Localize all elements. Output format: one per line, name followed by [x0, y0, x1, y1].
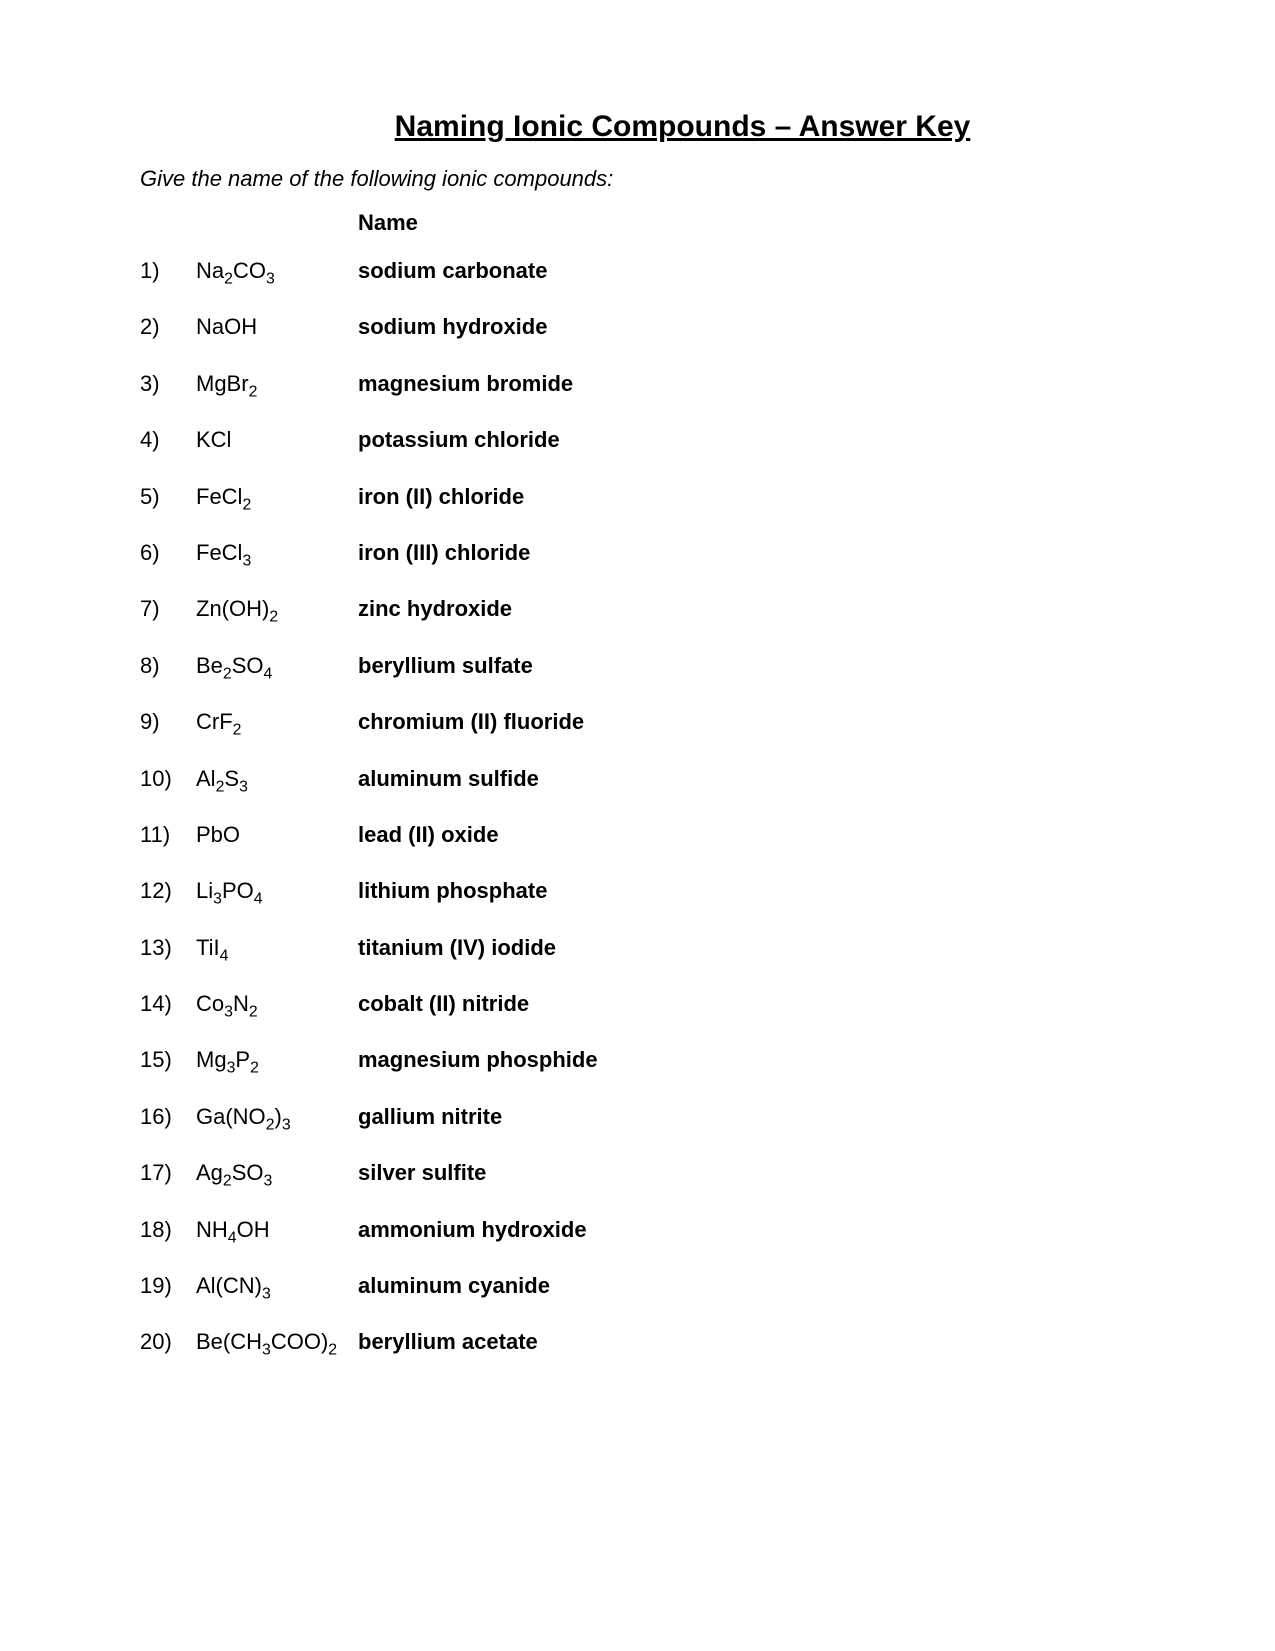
compound-name: iron (II) chloride — [358, 484, 524, 510]
chemical-formula: Zn(OH)2 — [196, 596, 358, 622]
row-number: 8) — [140, 653, 196, 679]
chemical-formula: Co3N2 — [196, 991, 358, 1017]
compound-row: 1)Na2CO3sodium carbonate — [140, 258, 1135, 284]
row-number: 1) — [140, 258, 196, 284]
chemical-formula: FeCl2 — [196, 484, 358, 510]
row-number: 10) — [140, 766, 196, 792]
row-number: 14) — [140, 991, 196, 1017]
page-title: Naming Ionic Compounds – Answer Key — [140, 110, 1135, 144]
chemical-formula: FeCl3 — [196, 540, 358, 566]
compound-name: beryllium sulfate — [358, 653, 533, 679]
row-number: 3) — [140, 371, 196, 397]
compound-name: ammonium hydroxide — [358, 1217, 587, 1243]
compound-name: aluminum sulfide — [358, 766, 539, 792]
row-number: 4) — [140, 427, 196, 453]
compound-row: 8)Be2SO4beryllium sulfate — [140, 653, 1135, 679]
compound-row: 6)FeCl3iron (III) chloride — [140, 540, 1135, 566]
compound-name: potassium chloride — [358, 427, 560, 453]
compound-name: sodium carbonate — [358, 258, 547, 284]
compound-name: magnesium phosphide — [358, 1047, 598, 1073]
worksheet-page: Naming Ionic Compounds – Answer Key Give… — [0, 0, 1275, 1651]
compound-row: 15)Mg3P2magnesium phosphide — [140, 1047, 1135, 1073]
compound-row: 17)Ag2SO3silver sulfite — [140, 1160, 1135, 1186]
chemical-formula: NaOH — [196, 314, 358, 340]
compound-row: 18)NH4OHammonium hydroxide — [140, 1217, 1135, 1243]
row-number: 16) — [140, 1104, 196, 1130]
row-number: 13) — [140, 935, 196, 961]
row-number: 5) — [140, 484, 196, 510]
compound-list: 1)Na2CO3sodium carbonate 2)NaOHsodium hyd… — [140, 258, 1135, 1356]
chemical-formula: NH4OH — [196, 1217, 358, 1243]
row-number: 15) — [140, 1047, 196, 1073]
chemical-formula: Na2CO3 — [196, 258, 358, 284]
row-number: 12) — [140, 878, 196, 904]
compound-row: 16)Ga(NO2)3gallium nitrite — [140, 1104, 1135, 1130]
compound-name: silver sulfite — [358, 1160, 486, 1186]
compound-row: 7)Zn(OH)2zinc hydroxide — [140, 596, 1135, 622]
row-number: 18) — [140, 1217, 196, 1243]
compound-row: 9)CrF2chromium (II) fluoride — [140, 709, 1135, 735]
chemical-formula: Al2S3 — [196, 766, 358, 792]
compound-row: 11)PbOlead (II) oxide — [140, 822, 1135, 848]
chemical-formula: Ga(NO2)3 — [196, 1104, 358, 1130]
name-column-header: Name — [140, 210, 1135, 236]
compound-name: cobalt (II) nitride — [358, 991, 529, 1017]
chemical-formula: KCl — [196, 427, 358, 453]
chemical-formula: MgBr2 — [196, 371, 358, 397]
chemical-formula: PbO — [196, 822, 358, 848]
compound-row: 5)FeCl2iron (II) chloride — [140, 484, 1135, 510]
chemical-formula: Be2SO4 — [196, 653, 358, 679]
chemical-formula: Ag2SO3 — [196, 1160, 358, 1186]
compound-row: 14)Co3N2cobalt (II) nitride — [140, 991, 1135, 1017]
compound-row: 3)MgBr2magnesium bromide — [140, 371, 1135, 397]
row-number: 7) — [140, 596, 196, 622]
row-number: 9) — [140, 709, 196, 735]
row-number: 6) — [140, 540, 196, 566]
compound-name: lead (II) oxide — [358, 822, 499, 848]
row-number: 19) — [140, 1273, 196, 1299]
compound-row: 2)NaOHsodium hydroxide — [140, 314, 1135, 340]
compound-name: beryllium acetate — [358, 1329, 538, 1355]
compound-row: 4)KClpotassium chloride — [140, 427, 1135, 453]
chemical-formula: Mg3P2 — [196, 1047, 358, 1073]
compound-name: titanium (IV) iodide — [358, 935, 556, 961]
compound-name: iron (III) chloride — [358, 540, 530, 566]
compound-row: 12)Li3PO4lithium phosphate — [140, 878, 1135, 904]
compound-name: aluminum cyanide — [358, 1273, 550, 1299]
chemical-formula: CrF2 — [196, 709, 358, 735]
compound-row: 19)Al(CN)3aluminum cyanide — [140, 1273, 1135, 1299]
row-number: 17) — [140, 1160, 196, 1186]
instructions-text: Give the name of the following ionic com… — [140, 166, 1135, 192]
row-number: 20) — [140, 1329, 196, 1355]
chemical-formula: Be(CH3COO)2 — [196, 1329, 358, 1355]
compound-name: magnesium bromide — [358, 371, 573, 397]
compound-name: chromium (II) fluoride — [358, 709, 584, 735]
chemical-formula: Li3PO4 — [196, 878, 358, 904]
chemical-formula: Al(CN)3 — [196, 1273, 358, 1299]
compound-row: 20)Be(CH3COO)2beryllium acetate — [140, 1329, 1135, 1355]
compound-name: lithium phosphate — [358, 878, 547, 904]
compound-row: 10)Al2S3aluminum sulfide — [140, 766, 1135, 792]
compound-name: zinc hydroxide — [358, 596, 512, 622]
compound-name: sodium hydroxide — [358, 314, 547, 340]
row-number: 11) — [140, 822, 196, 848]
compound-row: 13)TiI4titanium (IV) iodide — [140, 935, 1135, 961]
chemical-formula: TiI4 — [196, 935, 358, 961]
compound-name: gallium nitrite — [358, 1104, 502, 1130]
row-number: 2) — [140, 314, 196, 340]
